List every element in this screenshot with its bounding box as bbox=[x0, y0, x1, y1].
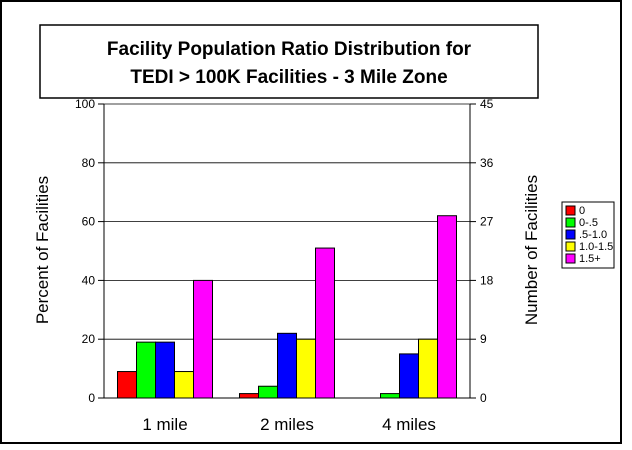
y2-tick-label: 0 bbox=[480, 391, 487, 405]
left-axis-ticks: 0 20 40 60 80 100 bbox=[75, 97, 104, 405]
y2-tick-label: 9 bbox=[480, 332, 487, 346]
bar bbox=[136, 341, 156, 399]
legend-swatch bbox=[565, 229, 576, 240]
category-labels: 1 mile 2 miles 4 miles bbox=[142, 415, 436, 434]
legend-swatch bbox=[565, 205, 576, 216]
bar bbox=[239, 393, 259, 399]
bar bbox=[277, 332, 297, 399]
legend-swatch bbox=[565, 253, 576, 264]
y-tick-label: 60 bbox=[82, 215, 96, 229]
right-axis-ticks: 0 9 18 27 36 45 bbox=[470, 97, 494, 405]
bar bbox=[155, 341, 175, 399]
y-axis-label: Percent of Facilities bbox=[33, 176, 52, 324]
y-tick-label: 0 bbox=[88, 391, 95, 405]
title-box bbox=[39, 24, 539, 99]
y2-tick-label: 27 bbox=[480, 215, 494, 229]
y2-tick-label: 18 bbox=[480, 273, 494, 287]
y-tick-label: 40 bbox=[82, 273, 96, 287]
bar bbox=[437, 215, 457, 399]
legend-label: .5-1.0 bbox=[579, 229, 607, 241]
x-category-label: 4 miles bbox=[382, 415, 436, 434]
title-line-1: Facility Population Ratio Distribution f… bbox=[107, 39, 472, 60]
y-tick-label: 100 bbox=[75, 97, 95, 111]
bar bbox=[399, 353, 419, 399]
x-category-label: 1 mile bbox=[142, 415, 187, 434]
bar bbox=[117, 371, 137, 399]
bar bbox=[315, 247, 335, 399]
y-tick-label: 80 bbox=[82, 156, 96, 170]
x-category-label: 2 miles bbox=[260, 415, 314, 434]
y2-axis-label: Number of Facilities bbox=[522, 175, 541, 325]
y-tick-label: 20 bbox=[82, 332, 96, 346]
bar bbox=[174, 371, 194, 399]
legend-swatch bbox=[565, 217, 576, 228]
bar bbox=[380, 393, 400, 399]
bar bbox=[418, 338, 438, 399]
y2-tick-label: 36 bbox=[480, 156, 494, 170]
legend-swatch bbox=[565, 241, 576, 252]
legend-label: 1.0-1.5 bbox=[579, 241, 613, 253]
legend-label: 0 bbox=[579, 205, 585, 217]
bar bbox=[296, 338, 316, 399]
bar bbox=[193, 279, 213, 399]
legend: 00-.5.5-1.01.0-1.51.5+ bbox=[561, 201, 615, 269]
y2-tick-label: 45 bbox=[480, 97, 494, 111]
bar bbox=[258, 385, 278, 399]
legend-label: 0-.5 bbox=[579, 217, 598, 229]
chart-title: Facility Population Ratio Distribution f… bbox=[39, 24, 539, 99]
axes bbox=[103, 104, 471, 399]
title-line-2: TEDI > 100K Facilities - 3 Mile Zone bbox=[130, 67, 447, 88]
legend-label: 1.5+ bbox=[579, 253, 601, 265]
